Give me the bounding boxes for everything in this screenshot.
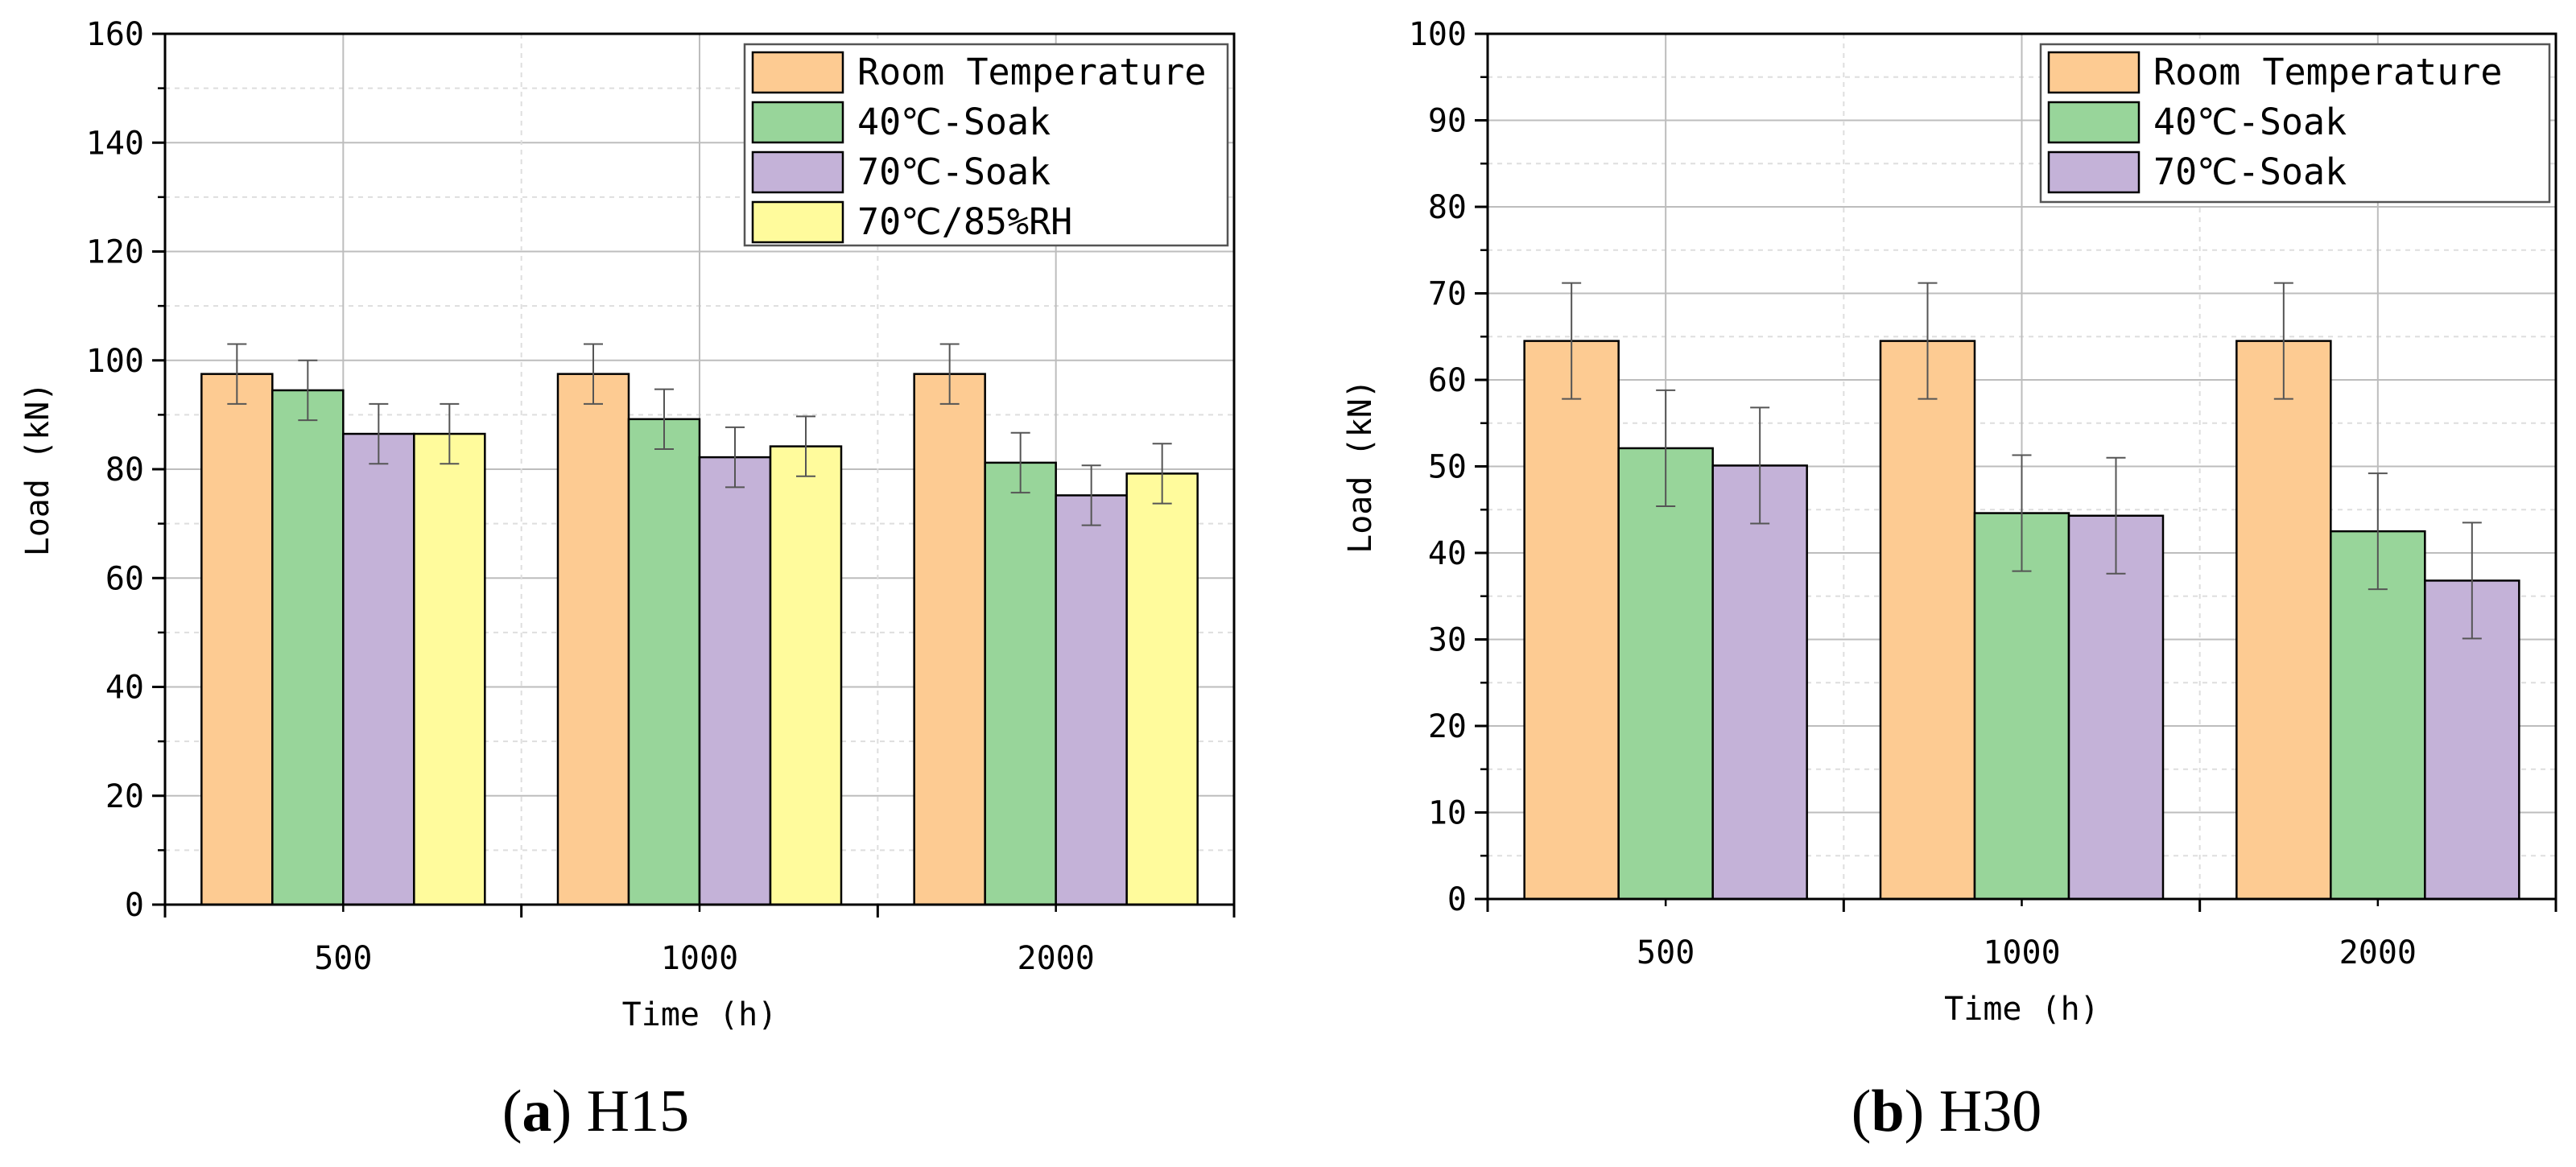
y-tick-label: 40 xyxy=(1428,535,1467,572)
caption-b: (b) H30 xyxy=(1852,1078,2041,1144)
y-tick-label: 20 xyxy=(1428,708,1467,745)
y-tick-label: 10 xyxy=(1428,795,1467,832)
y-tick-label: 140 xyxy=(86,125,144,162)
y-tick-label: 20 xyxy=(105,778,144,815)
legend-label: Room Temperature xyxy=(2153,51,2502,93)
y-tick-label: 40 xyxy=(105,670,144,707)
x-tick-label: 1000 xyxy=(1983,934,2060,971)
legend-swatch-soak-40 xyxy=(2047,101,2140,144)
y-tick-label: 70 xyxy=(1428,276,1467,313)
y-tick-label: 120 xyxy=(86,234,144,271)
x-tick-label: 500 xyxy=(314,940,372,977)
y-tick-label: 50 xyxy=(1428,449,1467,486)
x-tick-label: 1000 xyxy=(661,940,738,977)
bar-soak-40-500 xyxy=(271,389,345,906)
y-tick-label: 160 xyxy=(86,16,144,53)
x-tick-label: 500 xyxy=(1637,934,1695,971)
y-axis-label: Load (kN) xyxy=(1342,379,1379,554)
legend-label: 70℃/85%RH xyxy=(857,200,1072,243)
y-axis-label: Load (kN) xyxy=(19,382,56,557)
bar-soak-40-2000 xyxy=(2330,530,2426,901)
y-tick-label: 0 xyxy=(125,887,144,924)
legend-swatch-soak-40 xyxy=(751,101,844,144)
bar-room-temperature-500 xyxy=(1523,340,1620,901)
y-tick-label: 60 xyxy=(105,560,144,597)
x-tick-label: 2000 xyxy=(2339,934,2417,971)
bar-soak-70-2000 xyxy=(1055,494,1128,906)
bar-soak-40-2000 xyxy=(984,461,1057,906)
y-tick-label: 90 xyxy=(1428,103,1467,140)
chart-panel-b: 0 10 20 30 40 50 60 70 80 90 100 500 1000 2000 Time (h… xyxy=(1342,16,2557,1028)
legend-label: 40℃-Soak xyxy=(2153,101,2347,143)
bar-room-temperature-2000 xyxy=(913,373,986,906)
bar-humid-70-85-1000 xyxy=(769,445,843,906)
x-tick-label: 2000 xyxy=(1018,940,1095,977)
legend-swatch-soak-70 xyxy=(2047,151,2140,194)
bar-room-temperature-500 xyxy=(200,373,274,906)
bar-soak-70-500 xyxy=(1711,464,1808,901)
y-tick-label: 30 xyxy=(1428,622,1467,659)
y-tick-label: 60 xyxy=(1428,362,1467,399)
x-axis-label: Time (h) xyxy=(622,996,778,1033)
legend-swatch-soak-70 xyxy=(751,151,844,194)
legend-swatch-room-temperature xyxy=(751,51,844,94)
y-tick-label: 100 xyxy=(1409,16,1467,53)
y-tick-label: 80 xyxy=(1428,189,1467,226)
bar-soak-40-1000 xyxy=(627,418,701,906)
bar-humid-70-85-500 xyxy=(413,432,486,906)
legend-swatch-room-temperature xyxy=(2047,51,2140,94)
legend-label: Room Temperature xyxy=(857,51,1206,93)
bar-room-temperature-1000 xyxy=(1879,340,1976,901)
y-tick-label: 0 xyxy=(1447,881,1467,918)
x-axis-label: Time (h) xyxy=(1944,991,2099,1028)
bar-soak-70-500 xyxy=(342,432,415,906)
y-tick-label: 80 xyxy=(105,452,144,489)
legend-label: 70℃-Soak xyxy=(2153,151,2347,193)
bar-room-temperature-1000 xyxy=(556,373,630,906)
legend-label: 40℃-Soak xyxy=(857,101,1051,143)
legend-swatch-humid-70-85 xyxy=(751,200,844,244)
legend-label: 70℃-Soak xyxy=(857,151,1051,193)
bar-humid-70-85-2000 xyxy=(1125,472,1199,906)
bar-room-temperature-2000 xyxy=(2235,340,2332,901)
y-tick-label: 100 xyxy=(86,343,144,380)
bar-soak-70-1000 xyxy=(698,456,772,906)
chart-panel-a: 0 20 40 60 80 100 120 140 160 500 1000 2000 Time (h)… xyxy=(19,16,1236,1033)
caption-a: (a) H15 xyxy=(502,1078,689,1144)
bar-soak-40-500 xyxy=(1617,447,1714,901)
